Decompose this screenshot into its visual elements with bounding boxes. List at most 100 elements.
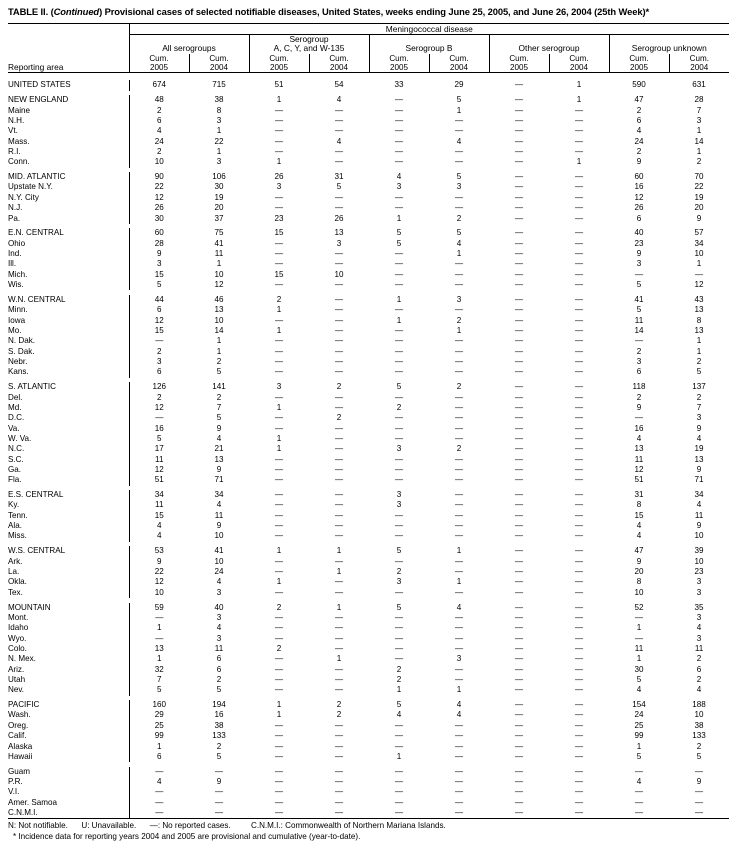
data-cell: — <box>274 126 284 136</box>
data-cell: 4 <box>456 136 462 146</box>
data-cell: — <box>274 797 284 807</box>
data-cell: 19 <box>694 192 704 202</box>
data-cell: — <box>274 612 284 622</box>
header-blank-2 <box>8 34 129 54</box>
data-cell: 2 <box>128 146 189 158</box>
data-cell: — <box>274 685 284 695</box>
data-cell: — <box>334 475 344 485</box>
data-cell: 5 <box>636 674 642 684</box>
data-cell: — <box>454 269 464 279</box>
table-row: PACIFIC 160 194 1 2 5 4 — — 154 188 <box>8 700 729 711</box>
table-row: E.S. CENTRAL 34 34 — — 3 — — — 31 34 <box>8 490 729 501</box>
data-cell: 30 <box>128 213 189 224</box>
reporting-area-cell: E.S. CENTRAL <box>8 490 64 500</box>
data-cell: 13 <box>128 643 189 655</box>
table-row: Conn. 10 3 1 — — — — 1 9 2 <box>8 157 729 168</box>
data-cell: 4 <box>696 623 702 633</box>
data-cell: — <box>514 685 524 695</box>
header-cum-all-2005: Cum. 2005 <box>128 53 189 74</box>
table-row: Ala. 4 9 — — — — — — 4 9 <box>8 521 729 532</box>
data-cell: 7 <box>696 105 702 115</box>
data-cell: — <box>514 602 524 612</box>
data-cell: 12 <box>214 280 224 290</box>
header-cum-year-3: 2004 <box>329 63 348 73</box>
data-cell: — <box>274 136 284 146</box>
data-cell: 16 <box>214 710 224 720</box>
data-cell: 38 <box>214 95 224 105</box>
data-cell: — <box>454 305 464 315</box>
data-cell: 31 <box>334 172 344 182</box>
data-cell: 6 <box>128 367 189 378</box>
data-cell: — <box>394 633 404 643</box>
title-italic: Continued <box>53 6 100 17</box>
data-cell: — <box>394 269 404 279</box>
data-cell: — <box>394 741 404 751</box>
data-cell: — <box>274 315 284 325</box>
data-cell: 3 <box>696 633 702 643</box>
data-cell: 4 <box>128 521 189 532</box>
data-cell: — <box>454 126 464 136</box>
header-row-cum: Reporting area Cum. 2005 Cum. 2004 Cum. … <box>8 53 730 74</box>
data-cell: — <box>394 356 404 366</box>
data-cell: — <box>334 664 344 674</box>
data-cell: 10 <box>128 157 189 168</box>
data-cell: — <box>334 464 344 474</box>
data-cell: — <box>634 269 644 279</box>
data-cell: — <box>274 249 284 259</box>
data-cell: — <box>214 808 224 818</box>
reporting-area-cell: MOUNTAIN <box>8 602 51 612</box>
data-cell: 7 <box>216 402 222 412</box>
data-cell: 23 <box>274 213 284 223</box>
data-cell: 19 <box>214 192 224 202</box>
data-cell: — <box>394 787 404 797</box>
data-cell: 24 <box>634 710 644 720</box>
data-cell: — <box>334 454 344 464</box>
data-cell: 24 <box>128 136 189 147</box>
data-cell: — <box>574 475 584 485</box>
data-cell: — <box>394 105 404 115</box>
reporting-area-cell: Colo. <box>8 643 27 653</box>
table-row: Mass. 24 22 — 4 — 4 — — 24 14 <box>8 136 729 147</box>
header-cum-year-9: 2004 <box>690 63 709 73</box>
data-cell: — <box>334 433 344 443</box>
data-cell: 6 <box>636 213 642 223</box>
data-cell: — <box>274 413 284 423</box>
data-cell: 3 <box>128 356 189 368</box>
table-row: S.C. 11 13 — — — — — — 11 13 <box>8 454 729 465</box>
data-cell: 40 <box>634 228 644 238</box>
data-cell: — <box>394 413 404 423</box>
data-cell: 23 <box>694 567 704 576</box>
data-cell: — <box>394 643 404 653</box>
data-cell: — <box>334 674 344 684</box>
data-cell: — <box>334 720 344 730</box>
data-cell: — <box>214 797 224 807</box>
data-cell: 1 <box>128 623 189 634</box>
header-cum-year-2: 2005 <box>269 63 288 73</box>
data-cell: — <box>454 115 464 125</box>
data-cell: — <box>514 731 524 741</box>
reporting-area-cell: P.R. <box>8 777 23 787</box>
data-cell: — <box>574 402 584 412</box>
table-row: Guam — — — — — — — — — — <box>8 766 729 778</box>
data-cell: — <box>454 423 464 433</box>
data-cell: — <box>574 546 584 556</box>
footnote-dash: —: No reported cases. <box>149 821 231 831</box>
data-cell: 2 <box>128 105 189 116</box>
table-row: Ariz. 32 6 — — 2 — — — 30 6 <box>8 664 729 675</box>
data-cell: 2 <box>456 213 462 223</box>
data-cell: — <box>574 787 584 797</box>
data-cell: — <box>634 787 644 797</box>
data-cell: 40 <box>214 602 224 612</box>
data-cell: — <box>454 280 464 290</box>
data-cell: — <box>514 203 524 213</box>
header-group-other-serogroup: Other serogroup <box>488 34 609 54</box>
data-cell: — <box>634 413 644 423</box>
data-cell: 12 <box>128 192 189 204</box>
table-row: MOUNTAIN 59 40 2 1 5 4— —52 35 <box>8 602 729 613</box>
header-group-acyw135: Serogroup A, C, Y, and W-135 <box>248 34 369 54</box>
data-cell: 22 <box>694 182 704 192</box>
data-cell: 1 <box>696 346 702 356</box>
data-cell: 11 <box>128 454 189 465</box>
data-cell: — <box>394 808 404 818</box>
data-cell: — <box>334 367 344 377</box>
